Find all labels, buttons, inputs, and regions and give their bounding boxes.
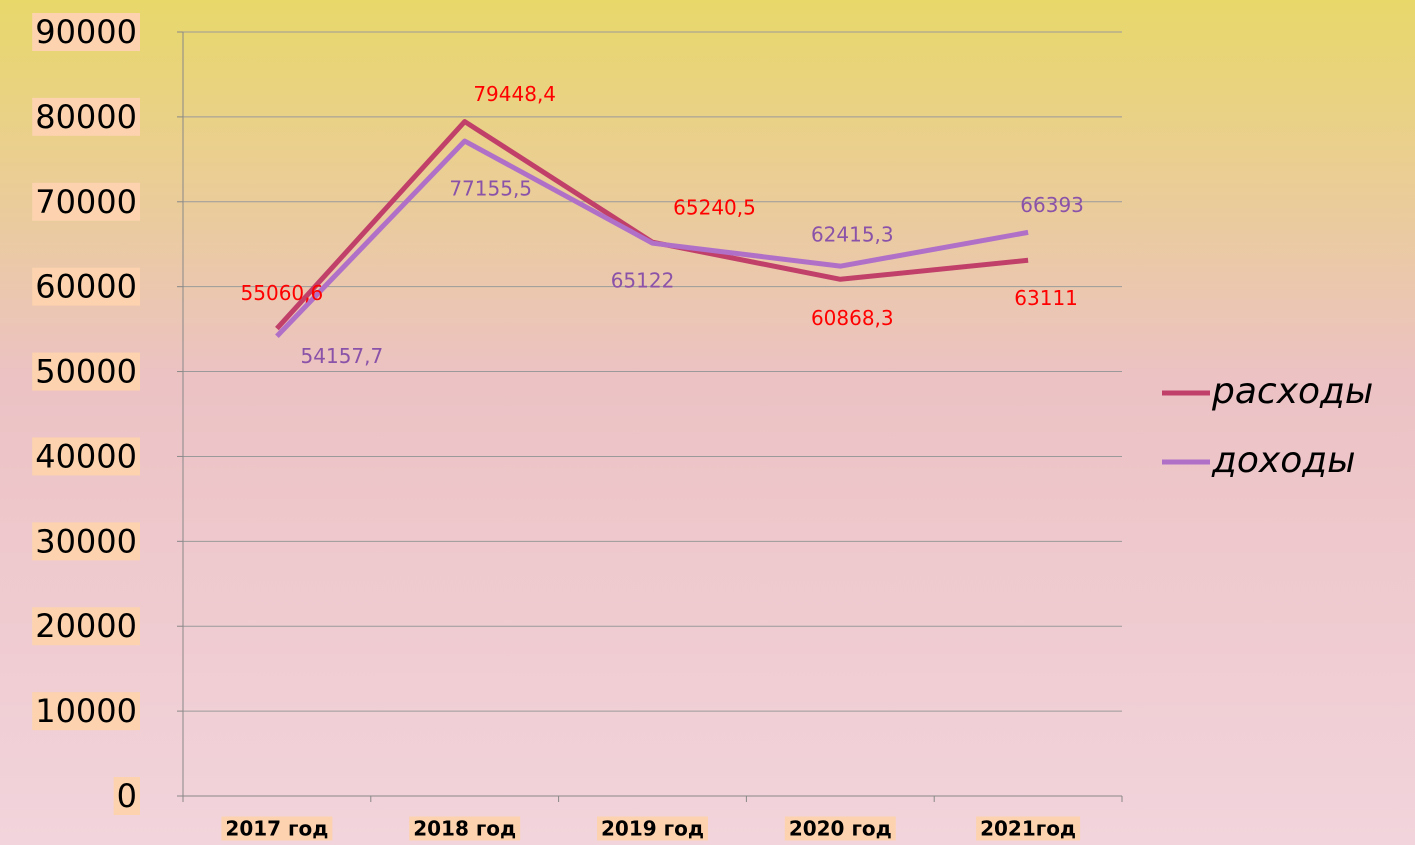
data-label: 60868,3 (811, 306, 894, 330)
y-tick-label-bg (32, 607, 140, 646)
y-tick-label: 60000 (35, 268, 137, 306)
y-tick-label: 50000 (35, 353, 137, 391)
y-tick-label-bg (32, 352, 140, 391)
x-tick-label: 2020 год (789, 817, 892, 841)
y-tick-label-bg (32, 13, 140, 51)
data-label: 77155,5 (449, 177, 532, 201)
y-tick-label-bg (32, 692, 140, 731)
data-label: 55060,6 (241, 281, 324, 305)
x-tick-label-bg (784, 816, 896, 841)
data-label: 65240,5 (673, 196, 756, 220)
y-tick-label: 90000 (35, 13, 137, 51)
x-tick-label: 2017 год (225, 817, 328, 841)
y-tick-label: 20000 (35, 607, 137, 645)
legend-label: расходы (1211, 371, 1373, 412)
y-tick-label: 10000 (35, 692, 137, 730)
data-label: 62415,3 (811, 223, 894, 247)
y-tick-label-bg (113, 777, 140, 815)
y-tick-label-bg (32, 182, 140, 221)
y-tick-label-bg (32, 522, 140, 561)
y-tick-label-bg (32, 267, 140, 306)
y-tick-label: 80000 (35, 98, 137, 136)
data-label: 54157,7 (301, 344, 384, 368)
x-tick-label-bg (976, 816, 1081, 841)
x-tick-label-bg (221, 816, 333, 841)
data-label: 65122 (611, 269, 675, 293)
legend-label: доходы (1211, 440, 1356, 481)
x-tick-label: 2021год (980, 817, 1076, 841)
series-line (275, 138, 1029, 338)
y-tick-label-bg (32, 97, 140, 136)
x-tick-label-bg (409, 816, 521, 841)
x-tick-label-bg (597, 816, 708, 841)
data-label: 63111 (1014, 286, 1078, 310)
y-tick-label: 70000 (35, 183, 137, 221)
x-tick-label: 2018 год (413, 817, 516, 841)
y-tick-label: 0 (117, 777, 137, 815)
data-label: 66393 (1020, 193, 1084, 217)
y-tick-label-bg (32, 437, 140, 476)
y-tick-label: 40000 (35, 437, 137, 475)
data-label: 79448,4 (473, 82, 556, 106)
y-tick-label: 30000 (35, 522, 137, 560)
x-tick-label: 2019 год (601, 817, 704, 841)
